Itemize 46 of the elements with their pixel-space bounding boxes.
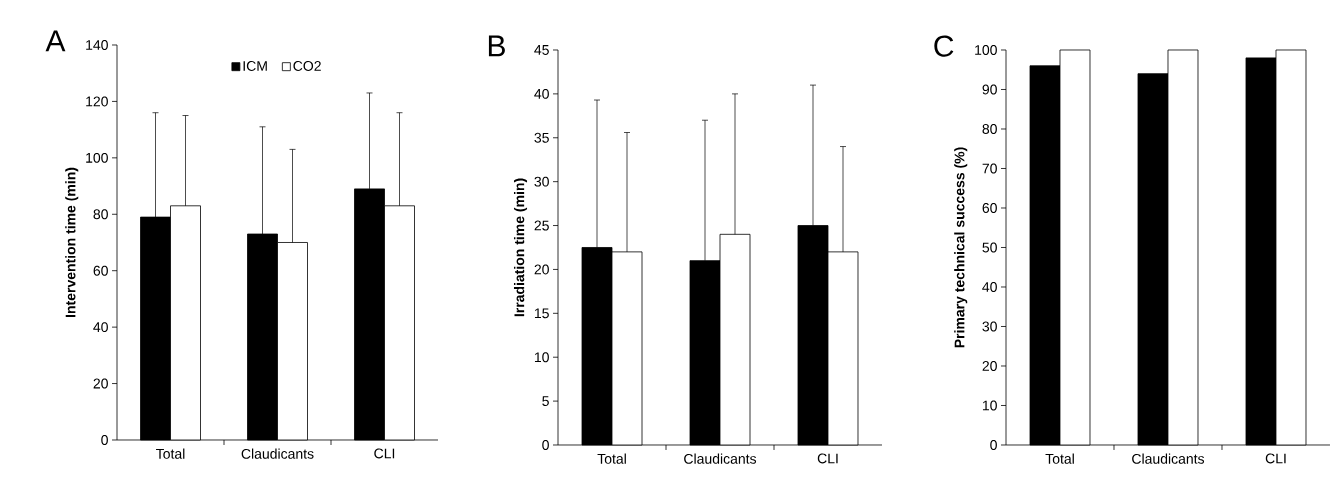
y-tick-label: 20 bbox=[534, 264, 549, 275]
y-tick-label: 0 bbox=[542, 440, 549, 450]
y-axis-title: Intervention time (min) bbox=[65, 167, 79, 317]
y-tick-label: 100 bbox=[975, 45, 997, 55]
y-tick-label: 120 bbox=[86, 96, 108, 107]
y-tick-label: 35 bbox=[534, 132, 549, 143]
y-tick-label: 60 bbox=[93, 265, 108, 276]
chart-title: A bbox=[45, 30, 66, 52]
y-tick-label: 30 bbox=[534, 176, 549, 187]
x-tick-label: Total bbox=[1045, 453, 1074, 464]
y-tick-label: 40 bbox=[534, 88, 549, 99]
y-axis-title: Irradiation time (min) bbox=[513, 178, 528, 317]
y-tick-label: 40 bbox=[93, 322, 108, 333]
y-tick-label: 50 bbox=[982, 242, 997, 253]
x-tick-label: CLI bbox=[817, 453, 838, 464]
x-tick-label: Total bbox=[597, 453, 626, 464]
y-tick-label: 80 bbox=[982, 124, 997, 134]
x-tick-label: Claudicants bbox=[684, 453, 757, 464]
x-tick-label: Claudicants bbox=[241, 448, 314, 459]
y-tick-label: 0 bbox=[101, 435, 108, 445]
y-tick-label: 10 bbox=[982, 400, 997, 411]
y-tick-label: 60 bbox=[982, 203, 997, 213]
legend-label: ICM bbox=[243, 61, 267, 71]
y-tick-label: 90 bbox=[982, 84, 997, 95]
y-tick-label: 30 bbox=[982, 321, 997, 332]
chart-title: C bbox=[934, 35, 954, 57]
y-tick-label: 10 bbox=[534, 352, 549, 363]
y-tick-label: 20 bbox=[982, 361, 997, 371]
y-tick-label: 45 bbox=[534, 45, 549, 55]
x-tick-label: Total bbox=[156, 448, 185, 459]
y-tick-label: 140 bbox=[86, 40, 108, 50]
y-tick-label: 80 bbox=[93, 209, 108, 220]
y-tick-label: 40 bbox=[982, 282, 997, 292]
x-tick-label: Claudicants bbox=[1132, 453, 1205, 464]
y-tick-label: 70 bbox=[982, 163, 997, 174]
y-tick-label: 25 bbox=[534, 220, 549, 231]
y-tick-label: 0 bbox=[990, 440, 997, 450]
x-tick-label: CLI bbox=[374, 448, 395, 459]
y-axis-title: Primary technical success (%) bbox=[954, 147, 968, 348]
legend-label: CO2 bbox=[293, 61, 321, 71]
y-tick-label: 5 bbox=[542, 396, 549, 406]
y-tick-label: 100 bbox=[86, 152, 108, 163]
x-tick-label: CLI bbox=[1265, 453, 1286, 464]
y-tick-label: 20 bbox=[93, 378, 108, 389]
y-tick-label: 15 bbox=[534, 308, 549, 319]
chart-title: B bbox=[488, 35, 505, 57]
